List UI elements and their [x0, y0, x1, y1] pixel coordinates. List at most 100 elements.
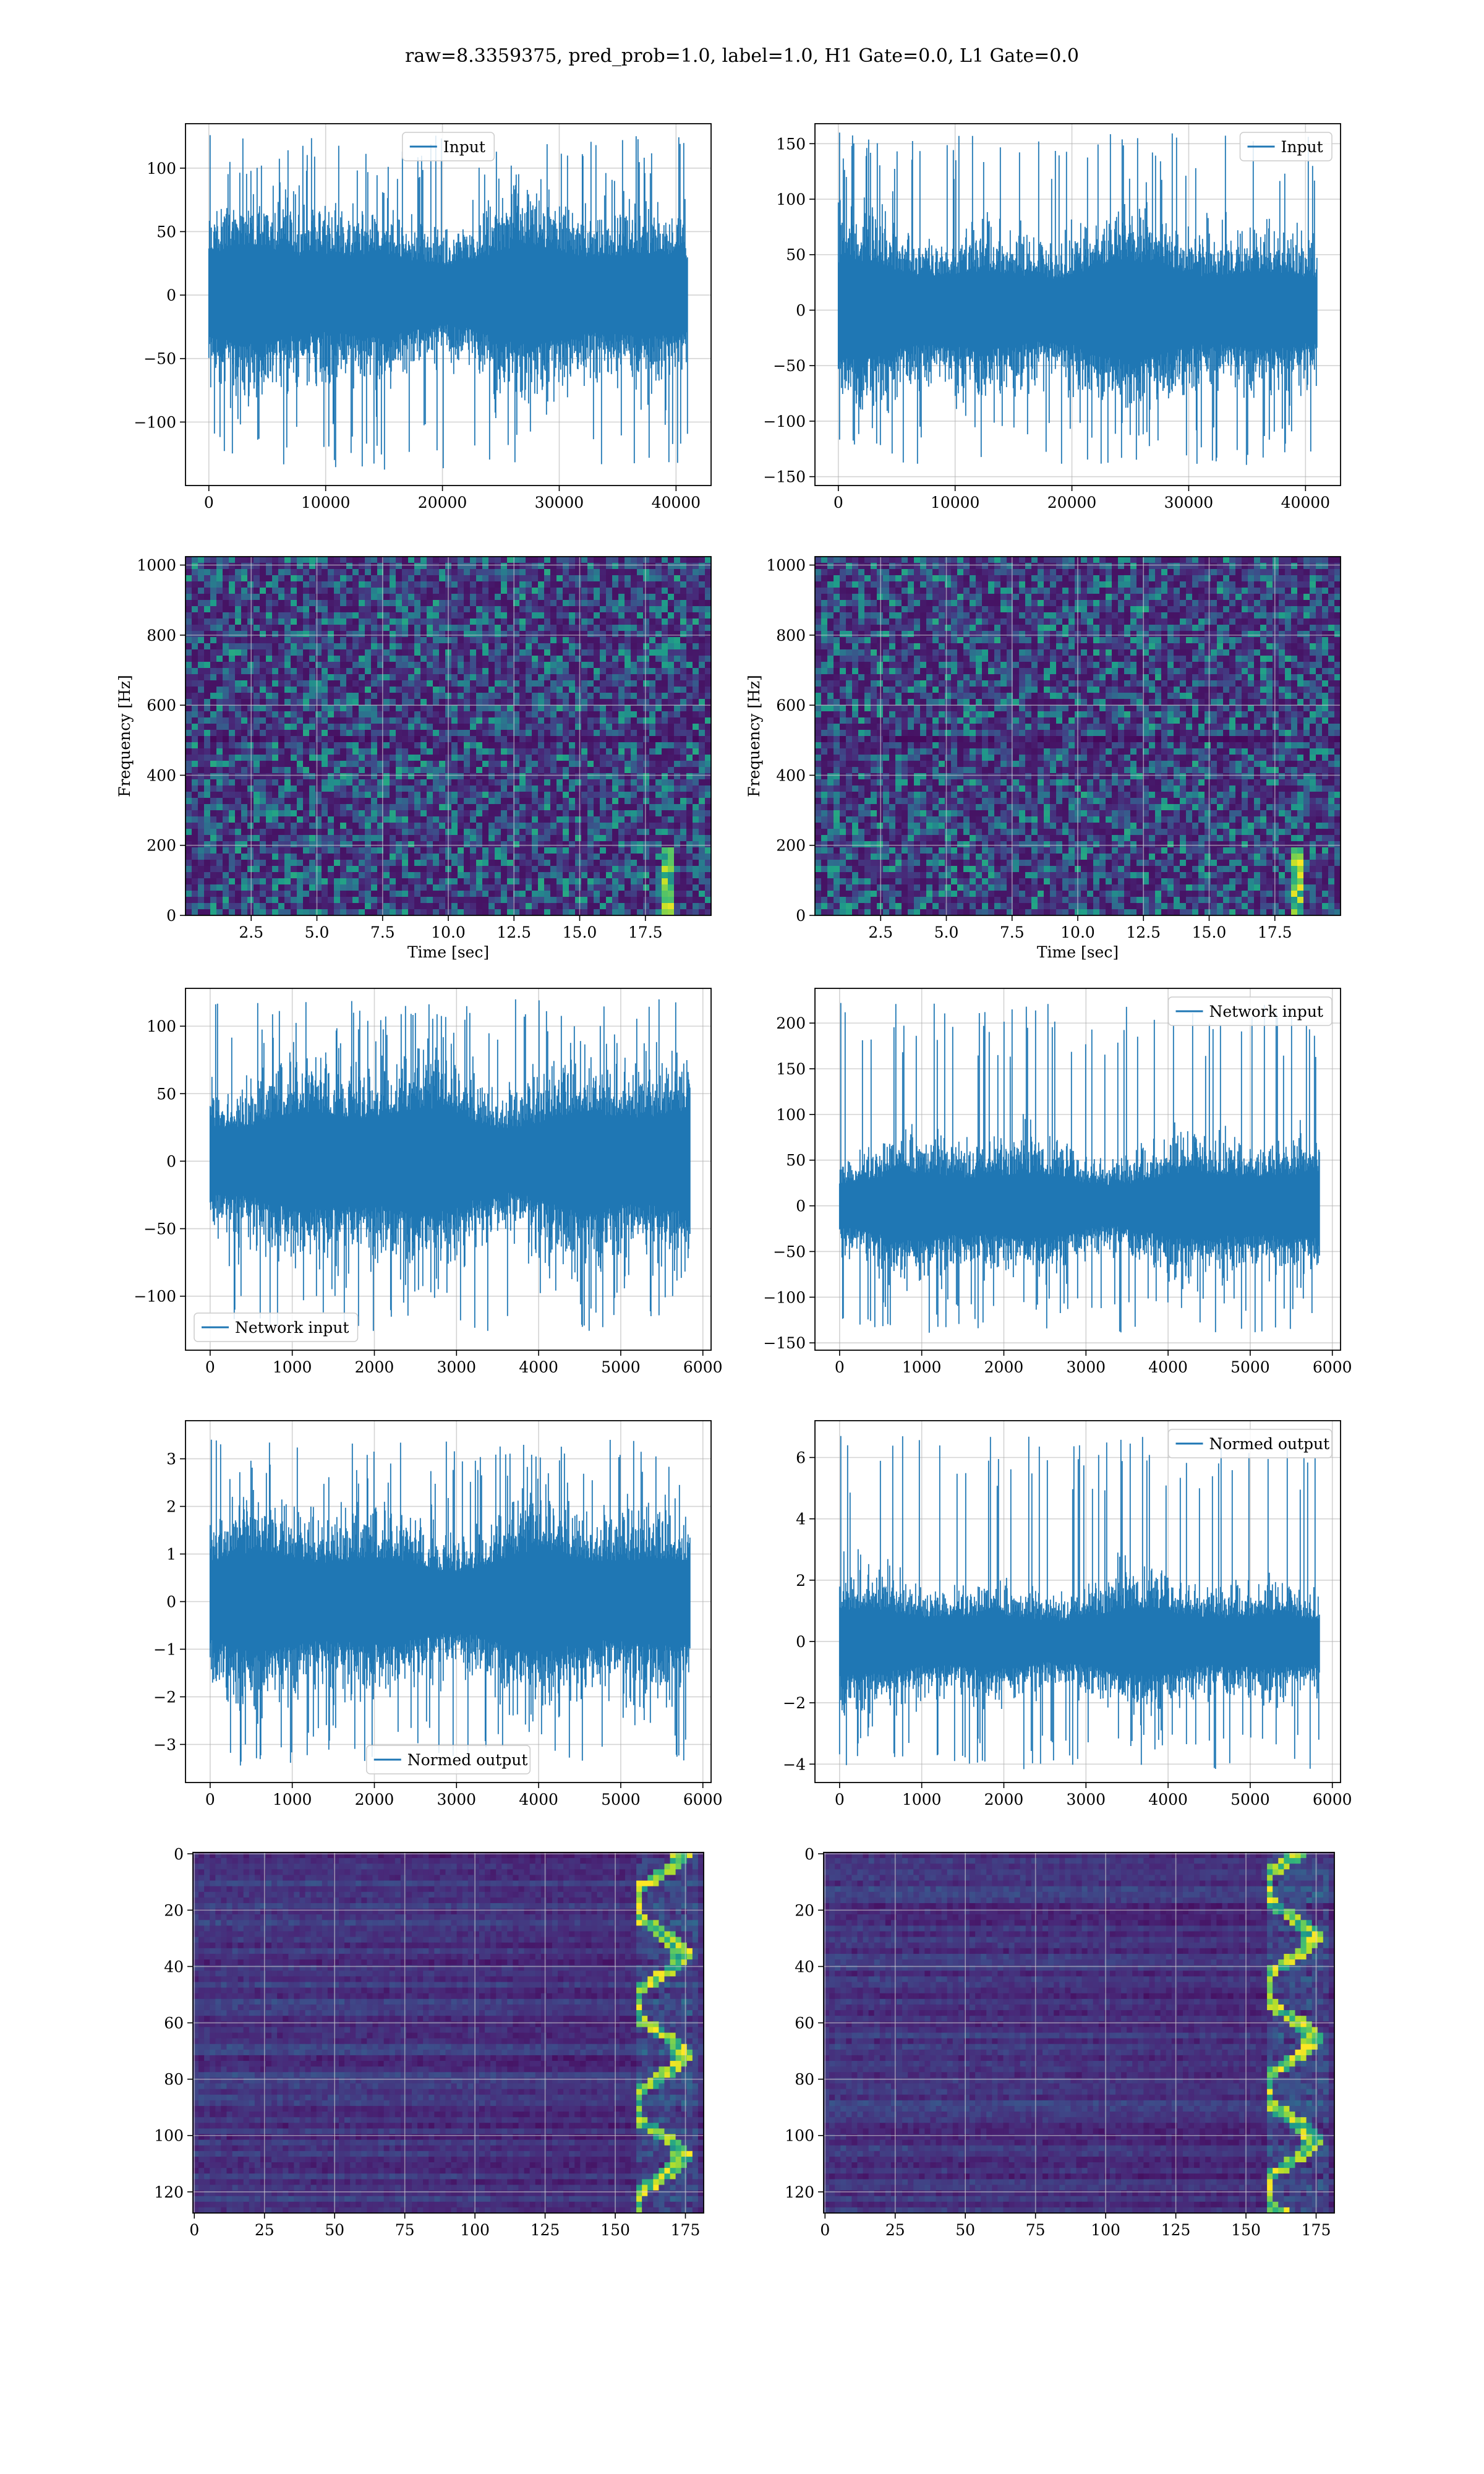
- heatmap-cell: [408, 860, 415, 867]
- heatmap-cell: [507, 724, 514, 730]
- heatmap-cell: [674, 878, 681, 885]
- heatmap-cell: [352, 730, 359, 737]
- heatmap-cell: [322, 785, 328, 792]
- heatmap-cell: [204, 841, 211, 848]
- heatmap-cell: [618, 804, 625, 811]
- heatmap-cell: [581, 643, 588, 650]
- heatmap-cell: [488, 909, 495, 915]
- heatmap-cell: [556, 631, 563, 638]
- heatmap-cell: [266, 779, 273, 786]
- heatmap-cell: [458, 841, 464, 848]
- heatmap-cell: [204, 773, 211, 780]
- heatmap-cell: [297, 674, 304, 681]
- heatmap-cell: [705, 854, 711, 860]
- heatmap-cell: [198, 841, 205, 848]
- heatmap-cell: [309, 711, 316, 718]
- heatmap-cell: [458, 618, 464, 625]
- heatmap-cell: [278, 897, 285, 904]
- heatmap-cell: [680, 872, 687, 879]
- heatmap-cell: [526, 767, 532, 774]
- heatmap-cell: [569, 891, 576, 897]
- heatmap-cell: [186, 829, 192, 836]
- heatmap-cell: [365, 798, 372, 805]
- heatmap-cell: [439, 563, 446, 570]
- heatmap-cell: [383, 557, 390, 563]
- heatmap-cell: [507, 804, 514, 811]
- heatmap-cell: [216, 563, 223, 570]
- heatmap-cell: [600, 841, 607, 848]
- heatmap-cell: [532, 804, 539, 811]
- heatmap-cell: [340, 755, 347, 761]
- heatmap-cell: [482, 724, 489, 730]
- heatmap-cell: [198, 575, 205, 582]
- heatmap-cell: [501, 600, 508, 607]
- heatmap-cell: [550, 563, 557, 570]
- heatmap-cell: [396, 575, 403, 582]
- heatmap-cell: [594, 792, 600, 798]
- heatmap-cell: [618, 854, 625, 860]
- heatmap-cell: [532, 761, 539, 768]
- heatmap-cell: [680, 600, 687, 607]
- heatmap-cell: [519, 891, 526, 897]
- heatmap-cell: [315, 625, 322, 631]
- heatmap-cell: [470, 742, 477, 749]
- heatmap-cell: [402, 792, 409, 798]
- heatmap-cell: [668, 897, 675, 904]
- heatmap-cell: [674, 884, 681, 891]
- heatmap-cell: [235, 699, 242, 706]
- heatmap-cell: [662, 785, 668, 792]
- heatmap-cell: [643, 804, 650, 811]
- heatmap-cell: [198, 878, 205, 885]
- heatmap-cell: [210, 668, 217, 675]
- heatmap-cell: [606, 680, 613, 687]
- heatmap-cell: [606, 841, 613, 848]
- heatmap-cell: [705, 612, 711, 619]
- heatmap-cell: [377, 804, 384, 811]
- heatmap-cell: [247, 903, 254, 910]
- heatmap-cell: [526, 680, 532, 687]
- heatmap-cell: [600, 742, 607, 749]
- heatmap-cell: [359, 835, 365, 842]
- heatmap-cell: [581, 693, 588, 700]
- heatmap-cell: [699, 717, 706, 724]
- heatmap-cell: [464, 631, 471, 638]
- heatmap-cell: [662, 730, 668, 737]
- heatmap-cell: [668, 563, 675, 570]
- heatmap-cell: [501, 810, 508, 817]
- heatmap-cell: [414, 631, 421, 638]
- heatmap-cell: [680, 755, 687, 761]
- heatmap-cell: [464, 779, 471, 786]
- heatmap-cell: [507, 841, 514, 848]
- heatmap-cell: [235, 897, 242, 904]
- heatmap-cell: [519, 767, 526, 774]
- heatmap-cell: [495, 618, 501, 625]
- heatmap-cell: [674, 606, 681, 613]
- heatmap-cell: [365, 748, 372, 755]
- heatmap-cell: [229, 897, 236, 904]
- heatmap-cell: [303, 563, 310, 570]
- heatmap-cell: [519, 866, 526, 873]
- heatmap-cell: [649, 748, 656, 755]
- heatmap-cell: [204, 878, 211, 885]
- heatmap-cell: [513, 618, 520, 625]
- heatmap-cell: [427, 903, 433, 910]
- heatmap-cell: [309, 748, 316, 755]
- heatmap-cell: [544, 785, 551, 792]
- heatmap-cell: [581, 711, 588, 718]
- heatmap-cell: [278, 816, 285, 823]
- heatmap-cell: [581, 785, 588, 792]
- heatmap-cell: [519, 631, 526, 638]
- heatmap-cell: [334, 909, 341, 915]
- heatmap-cell: [686, 804, 693, 811]
- heatmap-cell: [260, 631, 267, 638]
- heatmap-cell: [241, 767, 248, 774]
- heatmap-cell: [365, 600, 372, 607]
- heatmap-cell: [451, 742, 458, 749]
- heatmap-cell: [581, 835, 588, 842]
- heatmap-cell: [513, 854, 520, 860]
- heatmap-cell: [402, 705, 409, 712]
- heatmap-cell: [414, 785, 421, 792]
- heatmap-cell: [427, 600, 433, 607]
- heatmap-cell: [526, 575, 532, 582]
- heatmap-cell: [390, 872, 396, 879]
